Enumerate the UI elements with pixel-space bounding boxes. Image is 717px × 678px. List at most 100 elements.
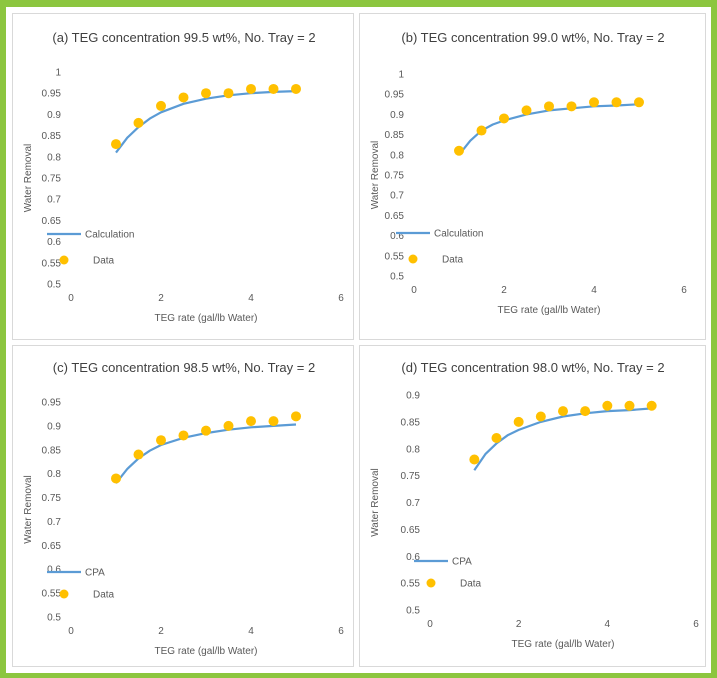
y-tick-label: 0.5	[406, 606, 420, 617]
data-point	[611, 97, 622, 108]
x-tick-label: 2	[158, 293, 164, 304]
chart-title: (c) TEG concentration 98.5 wt%, No. Tray…	[53, 360, 315, 375]
data-point	[268, 83, 279, 94]
y-tick-label: 0.95	[42, 398, 62, 409]
x-axis-label: TEG rate (gal/lb Water)	[155, 646, 258, 657]
y-tick-label: 0.8	[47, 152, 61, 163]
data-point	[223, 420, 234, 431]
chart-svg-c: (c) TEG concentration 98.5 wt%, No. Tray…	[23, 360, 344, 657]
data-point	[111, 473, 121, 484]
y-tick-label: 0.75	[42, 493, 62, 504]
x-tick-label: 0	[68, 626, 74, 637]
y-tick-label: 0.5	[47, 613, 61, 624]
data-point	[476, 125, 487, 136]
y-tick-label: 0.55	[385, 251, 405, 262]
data-point	[566, 101, 577, 112]
data-point	[291, 411, 301, 422]
data-point	[602, 400, 613, 411]
y-tick-label: 0.85	[42, 445, 62, 456]
y-tick-label: 0.5	[390, 272, 404, 283]
y-axis-label: Water Removal	[370, 468, 381, 537]
data-point	[589, 97, 599, 108]
data-point	[268, 416, 279, 427]
chart-svg-a: (a) TEG concentration 99.5 wt%, No. Tray…	[23, 30, 344, 324]
data-point	[513, 416, 524, 427]
y-tick-label: 0.65	[401, 525, 421, 536]
data-point	[499, 113, 509, 124]
legend-label: Data	[442, 255, 464, 266]
y-tick-label: 0.85	[385, 130, 405, 141]
y-tick-label: 0.8	[406, 444, 420, 455]
legend-label: Calculation	[85, 230, 134, 241]
x-tick-label: 0	[68, 293, 74, 304]
legend-label: Calculation	[434, 229, 483, 240]
chart-panel-c: (c) TEG concentration 98.5 wt%, No. Tray…	[12, 345, 354, 667]
x-tick-label: 6	[693, 619, 699, 630]
y-tick-label: 0.6	[47, 237, 61, 248]
chart-svg-b: (b) TEG concentration 99.0 wt%, No. Tray…	[370, 30, 687, 316]
y-tick-label: 0.6	[47, 565, 61, 576]
data-point	[178, 92, 189, 103]
data-point	[544, 101, 554, 112]
y-tick-label: 0.9	[47, 421, 61, 432]
x-tick-label: 4	[248, 293, 254, 304]
data-point	[156, 435, 166, 446]
y-tick-label: 0.75	[401, 471, 421, 482]
chart-title: (a) TEG concentration 99.5 wt%, No. Tray…	[52, 30, 315, 45]
legend-label: Data	[460, 579, 482, 590]
figure-frame: (a) TEG concentration 99.5 wt%, No. Tray…	[6, 7, 711, 673]
x-tick-label: 0	[411, 285, 417, 296]
x-axis-label: TEG rate (gal/lb Water)	[155, 313, 258, 324]
data-point	[535, 411, 546, 422]
x-axis-label: TEG rate (gal/lb Water)	[512, 639, 615, 650]
data-point	[223, 88, 234, 99]
series-line-cpa	[473, 407, 652, 471]
y-tick-label: 0.7	[390, 191, 404, 202]
y-tick-label: 0.9	[390, 110, 404, 121]
data-point	[133, 117, 144, 128]
y-tick-label: 0.65	[42, 216, 62, 227]
y-tick-label: 0.75	[42, 174, 62, 185]
legend-dot-marker	[59, 255, 69, 265]
data-point	[646, 400, 657, 411]
series-line-calculation	[115, 90, 297, 154]
y-tick-label: 0.85	[42, 131, 62, 142]
legend-label: Data	[93, 590, 115, 601]
y-tick-label: 0.5	[47, 280, 61, 291]
x-tick-label: 0	[427, 619, 433, 630]
chart-panel-a: (a) TEG concentration 99.5 wt%, No. Tray…	[12, 13, 354, 340]
y-tick-label: 0.6	[406, 552, 420, 563]
x-tick-label: 4	[605, 619, 611, 630]
data-point	[521, 105, 532, 116]
y-tick-label: 0.7	[47, 195, 61, 206]
x-tick-label: 4	[248, 626, 254, 637]
y-tick-label: 0.9	[47, 110, 61, 121]
chart-panel-d: (d) TEG concentration 98.0 wt%, No. Tray…	[359, 345, 706, 667]
data-point	[634, 97, 644, 108]
data-point	[201, 88, 211, 99]
x-tick-label: 6	[681, 285, 687, 296]
data-point	[201, 425, 211, 436]
data-point	[111, 139, 121, 150]
y-tick-label: 0.75	[385, 171, 405, 182]
chart-panel-b: (b) TEG concentration 99.0 wt%, No. Tray…	[359, 13, 706, 340]
x-tick-label: 4	[591, 285, 597, 296]
data-point	[624, 400, 635, 411]
y-tick-label: 0.7	[406, 498, 420, 509]
legend-dot-marker	[408, 254, 418, 264]
y-tick-label: 0.6	[390, 231, 404, 242]
data-point	[454, 145, 464, 156]
data-point	[469, 454, 480, 465]
y-tick-label: 0.9	[406, 391, 420, 402]
legend-label: Data	[93, 256, 115, 267]
y-tick-label: 0.65	[385, 211, 405, 222]
x-tick-label: 2	[501, 285, 507, 296]
y-axis-label: Water Removal	[23, 475, 34, 544]
data-point	[246, 83, 256, 94]
data-point	[133, 449, 144, 460]
y-tick-label: 1	[398, 70, 404, 81]
x-tick-label: 6	[338, 293, 344, 304]
chart-svg-d: (d) TEG concentration 98.0 wt%, No. Tray…	[370, 360, 699, 650]
y-tick-label: 0.85	[401, 417, 421, 428]
y-tick-label: 0.55	[42, 258, 62, 269]
